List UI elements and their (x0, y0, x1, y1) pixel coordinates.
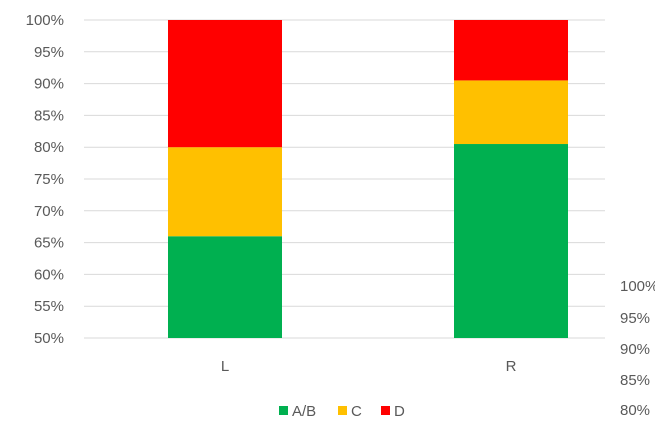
y-tick-label: 70% (34, 203, 64, 220)
legend-label: D (394, 403, 405, 420)
y-tick-label: 55% (34, 298, 64, 315)
y-tick-label: 90% (34, 76, 64, 93)
inset-y-tick-label: 95% (620, 310, 650, 327)
inset-y-tick-label: 90% (620, 341, 650, 358)
inset-y-tick-label: 85% (620, 372, 650, 389)
y-tick-label: 100% (26, 12, 64, 29)
bar-segment-L-D (168, 20, 282, 148)
legend-swatch (338, 406, 347, 415)
legend-label: A/B (292, 403, 316, 420)
legend-swatch (381, 406, 390, 415)
bar-segment-R-C (454, 80, 568, 145)
y-tick-label: 60% (34, 266, 64, 283)
legend-label: C (351, 403, 362, 420)
y-tick-label: 80% (34, 139, 64, 156)
inset-y-tick-label: 80% (620, 402, 650, 419)
bar-segment-L-C (168, 147, 282, 237)
legend-swatch (279, 406, 288, 415)
y-tick-label: 75% (34, 171, 64, 188)
bar-segment-R-AB (454, 144, 568, 338)
bars (168, 20, 568, 338)
inset-y-tick-label: 100% (620, 278, 655, 295)
partial-second-chart: 100% 95% 90% 85% 80% (620, 278, 655, 419)
y-tick-label: 85% (34, 107, 64, 124)
bar-segment-R-D (454, 20, 568, 81)
y-axis-ticks: 100% 95% 90% 85% 80% 75% 70% 65% 60% 55% 50% (26, 12, 64, 347)
y-tick-label: 65% (34, 235, 64, 252)
y-tick-label: 50% (34, 330, 64, 347)
x-category-label: R (506, 358, 517, 375)
x-category-label: L (221, 358, 229, 375)
legend: A/B C D (279, 403, 405, 420)
bar-segment-L-AB (168, 236, 282, 338)
y-tick-label: 95% (34, 44, 64, 61)
